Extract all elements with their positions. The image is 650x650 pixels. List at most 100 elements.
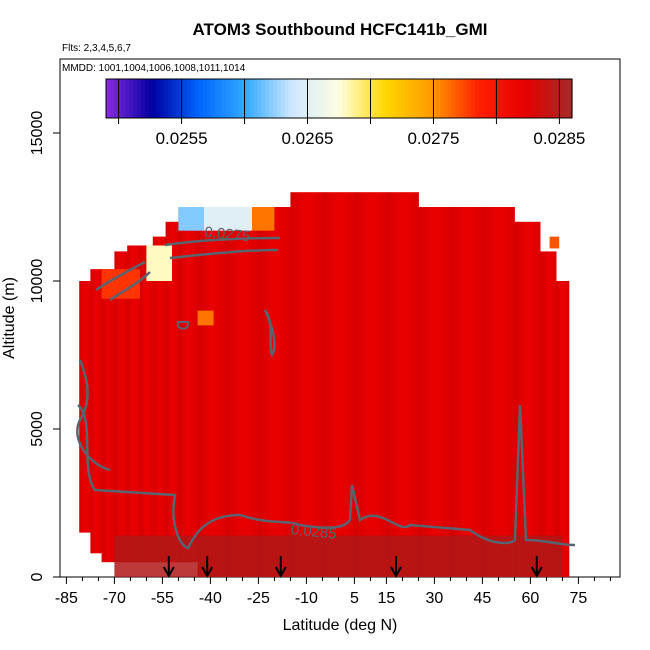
flight-marker-arrow (274, 556, 287, 579)
colorbar-swatch (346, 79, 352, 118)
colorbar-swatch (533, 79, 538, 118)
colorbar-swatch (203, 79, 208, 118)
x-axis: -85 -70 -55 -40 -25 -10 5 15 30 45 60 75 (55, 577, 611, 607)
colorbar-swatch (393, 79, 398, 118)
colorbar-swatch (245, 79, 251, 118)
flight-marker-arrow (162, 556, 175, 579)
low-value-patch (549, 236, 560, 249)
colorbar-swatch (121, 79, 127, 118)
colorbar-swatch (234, 79, 239, 118)
colorbar-swatch (272, 79, 278, 118)
colorbar-swatch (230, 79, 235, 118)
colorbar-swatch (537, 79, 542, 118)
field-column (556, 281, 570, 577)
colorbar-swatch (144, 79, 150, 118)
colorbar-swatch (354, 79, 360, 118)
colorbar-swatch (339, 79, 344, 118)
colorbar-swatch (152, 79, 158, 118)
colorbar-swatch (257, 79, 262, 118)
y-tick-label: 5000 (29, 411, 46, 447)
colorbar-swatch (389, 79, 394, 118)
colorbar-swatch (304, 79, 309, 118)
y-axis: 0 5000 10000 15000 (29, 111, 60, 581)
colorbar-swatch (168, 79, 173, 118)
colorbar-swatch (436, 79, 441, 118)
colorbar-swatch (459, 79, 464, 118)
colorbar-swatch (238, 79, 243, 118)
colorbar-tick-label: 0.0285 (533, 129, 585, 148)
colorbar-swatch (311, 79, 317, 118)
colorbar-swatch (568, 79, 573, 118)
colorbar-swatch (350, 79, 356, 118)
colorbar-swatch (443, 79, 449, 118)
colorbar-swatch (358, 79, 363, 118)
colorbar-swatch (463, 79, 468, 118)
colorbar-swatch (117, 79, 123, 118)
colorbar-swatch (544, 79, 550, 118)
colorbar-swatch (187, 79, 193, 118)
colorbar-swatch (206, 79, 212, 118)
contour-label: 0.0275 (204, 224, 251, 246)
flight-marker-head (162, 566, 175, 579)
chart-title: ATOM3 Southbound HCFC141b_GMI (193, 20, 488, 39)
field-column (90, 269, 103, 554)
colorbar-swatch (183, 79, 189, 118)
colorbar-swatch (370, 79, 375, 118)
field-column (226, 207, 259, 577)
colorbar-swatch (280, 79, 286, 118)
colorbar-swatch (269, 79, 274, 118)
colorbar-swatch (474, 79, 480, 118)
colorbar-swatch (513, 79, 519, 118)
colorbar-swatch (265, 79, 270, 118)
field-column (197, 207, 227, 577)
contour-line (176, 321, 190, 330)
low-value-patch-layer (101, 207, 560, 326)
y-tick-label: 15000 (29, 111, 46, 156)
x-tick-label: -25 (247, 590, 270, 607)
field-column (165, 221, 179, 563)
dates-subtitle: MMDD: 1001,1004,1006,1008,1011,1014 (62, 63, 246, 74)
colorbar-swatch (109, 79, 115, 118)
flight-marker-head (274, 566, 287, 579)
colorbar-swatch (502, 79, 507, 118)
x-tick-label: -85 (55, 590, 78, 607)
colorbar-swatch (373, 79, 379, 118)
colorbar-swatch (191, 79, 196, 118)
flight-marker-arrow (530, 556, 543, 579)
surface-band (114, 535, 563, 577)
contour-label-layer: 0.0275 0.0285 (204, 224, 338, 543)
y-tick-label: 0 (29, 572, 46, 581)
low-value-patch (178, 207, 204, 231)
colorbar-swatch (471, 79, 476, 118)
colorbar-swatch (408, 79, 414, 118)
field-column (127, 245, 141, 563)
x-tick-label: -10 (295, 590, 318, 607)
contour-line (95, 260, 151, 302)
colorbar-swatch (439, 79, 445, 118)
colorbar-swatch (377, 79, 383, 118)
field-layer (79, 192, 570, 578)
contour-label: 0.0285 (290, 521, 337, 543)
colorbar-swatch (548, 79, 554, 118)
colorbar-swatch (222, 79, 227, 118)
low-value-patch (146, 245, 172, 281)
colorbar-swatch (366, 79, 371, 118)
field-column (514, 221, 541, 578)
colorbar-swatch (292, 79, 297, 118)
colorbar-swatch (160, 79, 165, 118)
colorbar-swatch (261, 79, 266, 118)
x-tick-label: 30 (426, 590, 444, 607)
flight-marker-head (530, 566, 543, 579)
x-tick-label: -55 (151, 590, 174, 607)
colorbar-swatch (148, 79, 154, 118)
x-tick-label: 75 (570, 590, 588, 607)
colorbar-swatch (560, 79, 565, 118)
low-value-patch (204, 207, 252, 231)
colorbar-swatch (249, 79, 255, 118)
field-column (290, 192, 323, 577)
x-tick-label: 5 (350, 590, 359, 607)
colorbar-swatch (521, 79, 526, 118)
colorbar-swatch (164, 79, 169, 118)
colorbar-swatch (428, 79, 433, 118)
colorbar-swatch (125, 79, 130, 118)
